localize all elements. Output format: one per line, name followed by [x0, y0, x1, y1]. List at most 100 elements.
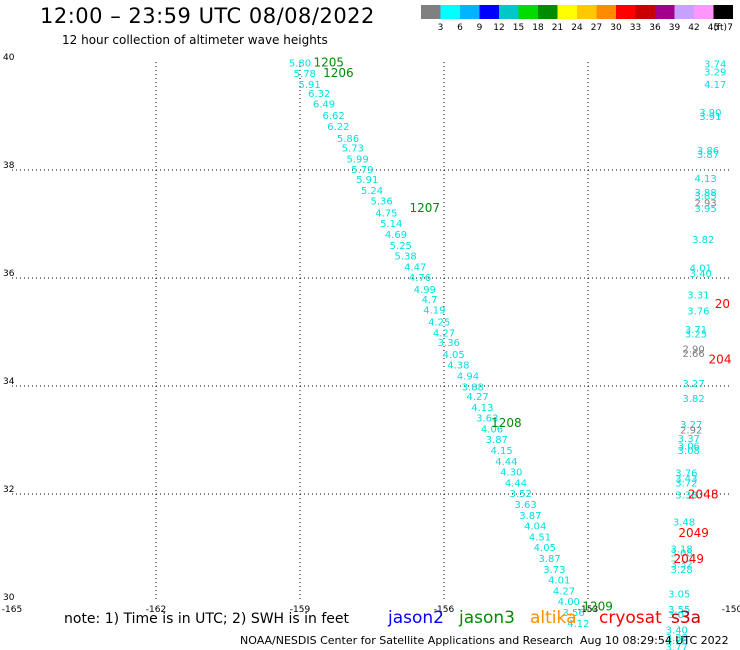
wave-height-value: 4.01 [690, 264, 712, 275]
legend-tick-label: 12 [493, 23, 504, 33]
lat-tick-label: 34 [3, 377, 15, 387]
color-swatch [421, 5, 441, 19]
wave-height-value: 3.82 [682, 394, 704, 405]
wave-height-value: 4.04 [524, 522, 546, 533]
wave-height-value: 6.32 [308, 89, 330, 100]
color-swatch [655, 5, 675, 19]
legend-tick-label: 3 [438, 23, 444, 33]
wave-height-value: 3.87 [697, 150, 719, 161]
wave-height-value: 4.17 [704, 80, 726, 91]
wave-height-value: 4.7 [422, 295, 438, 306]
credit-text: NOAA/NESDIS Center for Satellite Applica… [240, 634, 574, 647]
wave-height-value: 3.91 [699, 112, 721, 123]
wave-height-value: 3.25 [685, 329, 707, 340]
legend-tick-label: 15 [513, 23, 524, 33]
wave-height-value: 5.78 [294, 69, 316, 80]
wave-height-value: 3.72 [675, 478, 697, 489]
wave-height-value: 6.62 [322, 111, 344, 122]
satellite-label-cryosat: cryosat [599, 608, 662, 628]
time-label: 2048 [688, 487, 719, 501]
wave-height-value: 3.18 [670, 544, 692, 555]
legend-tick-label: 36 [649, 23, 661, 33]
wave-height-value: 3.56 [562, 608, 584, 619]
lon-tick-label: -150 [722, 605, 740, 615]
wave-height-value: 5.91 [356, 175, 378, 186]
wave-height-value: 2.66 [682, 349, 704, 360]
wave-height-value: 3.38 [675, 490, 697, 501]
lat-tick-label: 32 [3, 485, 14, 495]
color-swatch [538, 5, 558, 19]
legend-tick-label: 27 [591, 23, 602, 33]
wave-height-value: 3.08 [678, 446, 700, 457]
color-swatch [616, 5, 636, 19]
wave-height-value: 3.29 [704, 68, 726, 79]
wave-height-value: 5.80 [289, 58, 311, 69]
wave-height-value: 3.87 [519, 511, 541, 522]
legend-tick-label: 42 [688, 23, 699, 33]
color-swatch [499, 5, 519, 19]
page-subtitle: 12 hour collection of altimeter wave hei… [62, 33, 328, 47]
satellite-label-s3a: s3a [671, 608, 702, 628]
legend-unit: (ft) [713, 23, 727, 33]
wave-height-value: 5.73 [342, 144, 364, 155]
wave-height-value: 5.86 [337, 134, 359, 145]
wave-height-value: 4.99 [414, 285, 436, 296]
graticule [12, 62, 732, 602]
wave-height-value: 3.38 [666, 633, 688, 644]
wave-height-value: 4.25 [428, 318, 450, 329]
legend-tick-label: 33 [630, 23, 641, 33]
page-title: 12:00 – 23:59 UTC 08/08/2022 [40, 4, 375, 28]
wave-height-value: 2.90 [682, 345, 704, 356]
wave-height-value: 2.92 [680, 426, 702, 437]
time-label: 1206 [323, 66, 354, 80]
satellite-label-jason3: jason3 [459, 608, 515, 628]
observation-labels: 5.805.785.916.326.496.626.225.865.735.99… [289, 55, 732, 650]
lon-tick-label: -156 [434, 605, 455, 615]
wave-height-value: 3.87 [538, 554, 560, 565]
wave-height-value: 4.30 [500, 468, 522, 479]
wave-height-value: 3.74 [704, 59, 726, 70]
map-background [12, 62, 732, 602]
time-label: 1208 [491, 416, 522, 430]
wave-height-value: 3.36 [438, 338, 460, 349]
legend-tick-label: 45 [708, 23, 719, 33]
wave-height-value: 4.06 [481, 424, 503, 435]
color-swatch [460, 5, 480, 19]
wave-height-value: 3.32 [670, 559, 692, 570]
wave-height-value: 3.05 [668, 590, 690, 601]
wave-height-value: 3.31 [687, 291, 709, 302]
time-label: 2049 [674, 552, 705, 566]
wave-height-value: 2.93 [694, 199, 716, 210]
wave-height-value: 4.05 [534, 543, 556, 554]
wave-height-value: 3.40 [690, 269, 712, 280]
wave-height-value: 4.27 [466, 392, 488, 403]
wave-height-value: 3.26 [666, 636, 688, 647]
color-swatch [635, 5, 655, 19]
lat-tick-label: 38 [3, 161, 15, 171]
lat-tick-label: 30 [3, 593, 15, 603]
lat-tick-label: 36 [3, 269, 15, 279]
wave-height-value: 3.37 [678, 434, 700, 445]
wave-height-value: 3.71 [685, 325, 707, 336]
wave-height-value: 4.94 [457, 372, 479, 383]
wave-height-value: 4.15 [490, 446, 512, 457]
satellite-label-jason2: jason2 [388, 608, 444, 628]
color-swatch [577, 5, 597, 19]
wave-height-value: 4.44 [495, 457, 517, 468]
wave-height-value: 3.87 [486, 435, 508, 446]
wave-height-value: 4.51 [529, 532, 551, 543]
wave-height-value: 5.38 [394, 252, 416, 263]
lat-tick-label: 40 [3, 53, 15, 63]
legend-tick-label: 9 [477, 23, 483, 33]
satellite-label-altika: altika [530, 608, 577, 628]
color-swatch [479, 5, 499, 19]
wave-height-value: 4.44 [505, 478, 527, 489]
wave-height-value: 3.63 [476, 414, 498, 425]
wave-height-value: 4.69 [385, 230, 407, 241]
axis-labels: -165 -162 -159 -156 -153 -150 40 38 36 34 32 30 [2, 53, 740, 615]
wave-height-value: 3.95 [694, 204, 716, 215]
wave-height-value: 3.43 [675, 474, 697, 485]
wave-height-value: 5.25 [390, 241, 412, 252]
wave-height-value: 3.77 [666, 643, 688, 650]
wave-height-value: 4.27 [553, 586, 575, 597]
